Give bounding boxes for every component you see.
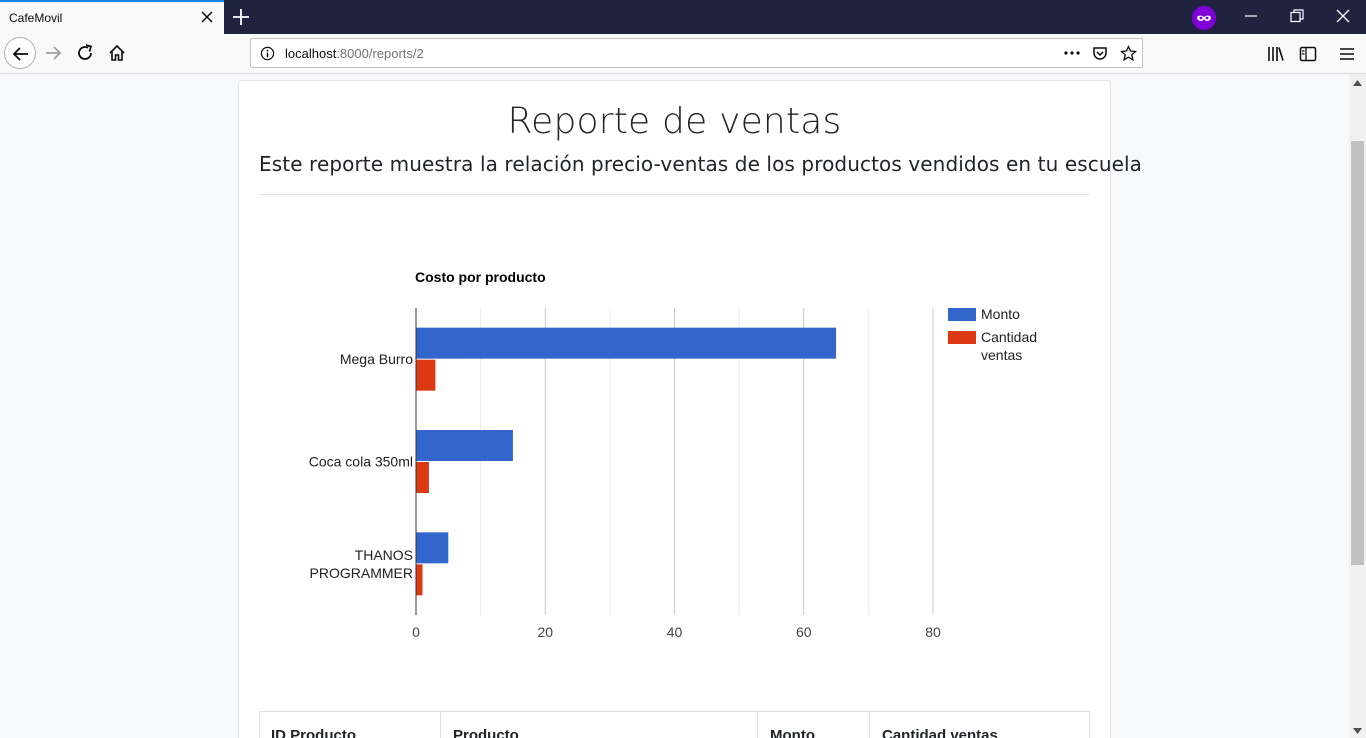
bar-cantidad-ventas-1 (416, 359, 436, 391)
url-text: localhost:8000/reports/2 (285, 46, 424, 61)
navigation-bar: localhost:8000/reports/2 (0, 34, 1366, 74)
table-header-producto: Producto (440, 711, 757, 738)
new-tab-icon[interactable] (232, 8, 250, 26)
reload-icon[interactable] (75, 43, 95, 63)
back-arrow-icon (12, 47, 28, 61)
chart-title: Costo por producto (415, 269, 546, 285)
page-title: Reporte de ventas (507, 101, 842, 142)
legend-label-2: Cantidad ventas (981, 329, 1037, 363)
bar-monto-2 (416, 430, 513, 461)
restore-icon[interactable] (1289, 8, 1305, 24)
bookmark-star-icon[interactable] (1120, 45, 1137, 62)
private-browsing-icon (1192, 6, 1216, 30)
url-bar[interactable]: localhost:8000/reports/2 (250, 38, 1143, 68)
url-host: localhost (285, 46, 337, 61)
x-tick-label: 40 (667, 624, 683, 640)
page-subtitle: Este reporte muestra la relación precio-… (259, 152, 1143, 176)
bar-monto-1 (416, 327, 837, 359)
table-header-monto: Monto (757, 711, 869, 738)
close-tab-icon[interactable] (200, 10, 214, 24)
x-tick-label: 60 (796, 624, 812, 640)
minimize-icon[interactable] (1243, 8, 1259, 24)
scroll-down-icon[interactable] (1353, 728, 1362, 734)
category-label-2: Coca cola 350ml (309, 454, 413, 470)
forward-icon[interactable] (43, 43, 63, 63)
back-button[interactable] (4, 37, 36, 69)
pocket-icon[interactable] (1092, 45, 1108, 61)
sidebar-icon[interactable] (1298, 44, 1318, 64)
x-tick-label: 0 (412, 624, 420, 640)
site-info-icon[interactable] (260, 46, 275, 61)
home-icon[interactable] (107, 43, 127, 63)
bar-cantidad-ventas-3 (416, 564, 423, 596)
tab-active[interactable]: CafeMovil (0, 0, 224, 34)
close-window-icon[interactable] (1335, 8, 1351, 24)
x-tick-label: 20 (537, 624, 553, 640)
scroll-up-icon[interactable] (1353, 80, 1362, 86)
tab-title: CafeMovil (9, 11, 63, 25)
tab-bar: CafeMovil (0, 0, 1366, 34)
bar-cantidad-ventas-2 (416, 462, 429, 493)
category-label-3: THANOS PROGRAMMER (310, 547, 413, 581)
legend-swatch-1 (948, 308, 976, 321)
divider (259, 194, 1090, 195)
table-header-id-producto: ID Producto (271, 727, 356, 738)
category-label-1: Mega Burro (340, 351, 413, 367)
url-path: :8000/reports/2 (336, 46, 424, 61)
menu-icon[interactable] (1337, 44, 1357, 64)
products-table (259, 711, 1090, 738)
bar-monto-3 (416, 532, 449, 564)
x-tick-label: 80 (925, 624, 941, 640)
library-icon[interactable] (1266, 44, 1286, 64)
page-actions-icon[interactable] (1063, 46, 1081, 60)
table-header-cantidad-ventas: Cantidad ventas (869, 711, 1090, 738)
legend-label-1: Monto (981, 306, 1020, 322)
scrollbar-thumb[interactable] (1351, 141, 1364, 565)
legend-swatch-2 (948, 331, 976, 344)
